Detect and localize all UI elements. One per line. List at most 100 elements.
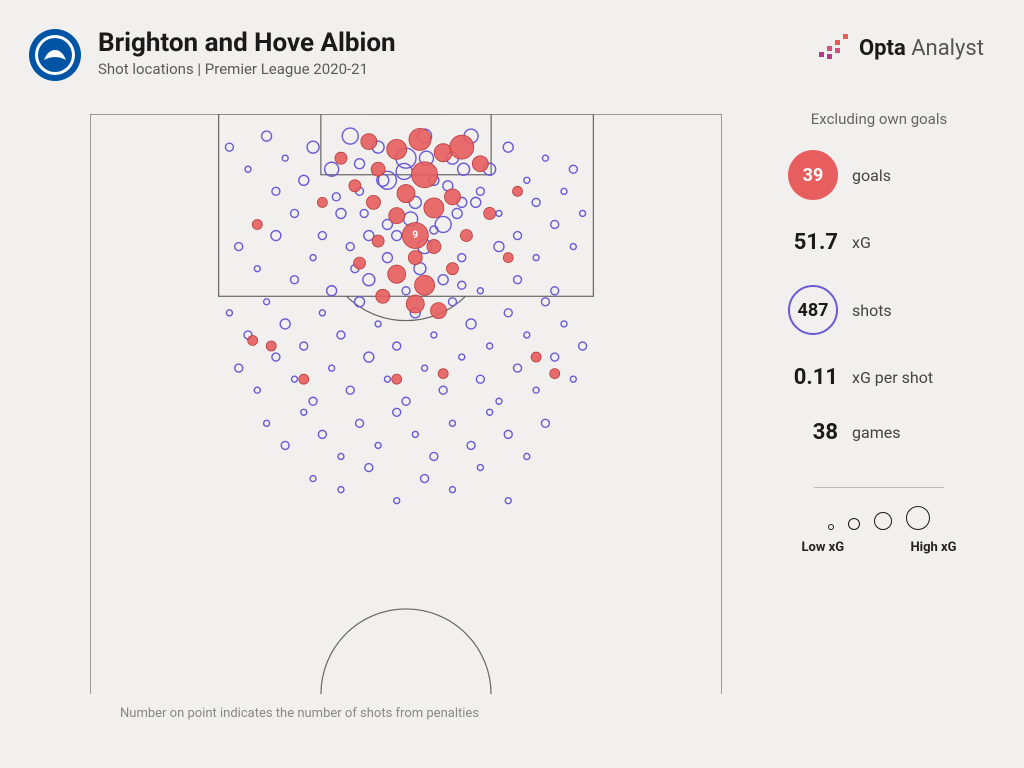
brand-text-light: Analyst [906,36,984,61]
shot-miss [580,210,586,216]
pitch-container: 9 [90,114,722,694]
xg-per-shot-value: 0.11 [774,365,838,390]
shot-miss [280,319,290,329]
shot-goal [354,257,366,269]
shot-goal [335,152,347,164]
brand-icon [817,34,851,62]
legend-ring [828,524,834,530]
shot-miss [262,131,272,141]
brand-logo: Opta Analyst [817,34,984,62]
shot-miss [327,286,337,296]
shot-miss [422,365,428,371]
chart-title: Brighton and Hove Albion [98,28,396,58]
shot-goal [460,230,472,242]
xg-legend-labels: Low xG High xG [802,540,957,555]
legend-ring [848,518,860,530]
shot-miss [494,242,504,252]
shots-value: 487 [798,300,829,321]
shot-goal [438,369,448,379]
shot-goal [472,156,488,172]
brand-text: Opta Analyst [859,36,984,61]
shot-goal [408,251,422,265]
shot-miss [496,210,502,216]
stats-header: Excluding own goals [811,110,947,128]
shot-miss [382,253,392,263]
shot-miss [459,354,465,360]
shot-miss [448,298,456,306]
shot-miss [338,453,344,459]
shot-miss [396,163,412,179]
shot-miss [363,274,375,286]
shot-miss [225,143,233,151]
shot-goal [371,162,385,176]
shot-miss [318,232,326,240]
shot-miss [524,177,530,183]
stat-xg-per-shot: 0.11 xG per shot [774,365,984,390]
shot-miss [299,175,309,185]
shot-miss [392,231,402,241]
shot-miss [514,276,522,284]
shot-miss [393,408,401,416]
shot-miss [514,364,522,372]
penalty-count-label: 9 [412,230,418,241]
shot-miss [336,208,346,218]
shot-miss [402,287,410,295]
shot-goal [366,195,380,209]
stat-shots: 487 shots [774,285,984,335]
shot-miss [393,342,401,350]
shot-miss [542,155,548,161]
shot-miss [524,453,530,459]
shot-miss [355,159,365,169]
shot-miss [504,430,512,438]
shot-goal [387,139,407,159]
xg-label: xG [852,233,871,252]
shot-miss [375,442,381,448]
stat-xg: 51.7 xG [774,230,984,255]
shot-miss [551,220,559,228]
shot-miss [570,244,576,250]
shot-miss [346,386,354,394]
legend-low: Low xG [802,540,845,555]
shot-miss [439,386,447,394]
shot-miss [533,255,539,261]
xg-per-shot-label: xG per shot [852,368,933,387]
shot-miss [449,487,455,493]
shot-miss [325,162,339,176]
goals-value: 39 [803,165,824,186]
shot-miss [438,275,448,285]
shot-goal [484,207,496,219]
shot-miss [561,321,567,327]
shot-miss [524,332,530,338]
shot-miss [310,255,316,261]
shots-label: shots [852,301,892,320]
shot-miss [355,297,365,307]
shot-miss [254,387,260,393]
club-badge-icon [28,28,82,82]
chart-footnote: Number on point indicates the number of … [120,706,479,721]
legend-divider [814,487,944,488]
goals-badge: 39 [788,150,838,200]
shot-miss [514,232,522,240]
shot-goal [252,219,262,229]
shot-miss [272,353,280,361]
shot-miss [264,420,270,426]
shot-goal [446,263,458,275]
shot-miss [477,288,483,294]
chart-header: Brighton and Hove Albion Shot locations … [28,28,396,82]
brand-text-bold: Opta [859,36,906,61]
legend-high: High xG [910,540,956,555]
stats-panel: Excluding own goals 39 goals 51.7 xG 487… [774,110,984,555]
shot-miss [364,352,374,362]
shot-goal [427,240,441,254]
shot-goal [444,189,460,205]
shot-goal [376,289,390,303]
shot-goal [389,208,405,224]
shot-miss [541,298,549,306]
shot-miss [264,299,270,305]
shot-miss [458,163,470,175]
shot-miss [452,208,462,218]
shot-miss [309,397,317,405]
shot-miss [301,409,307,415]
shot-miss [570,376,576,382]
shot-goal [388,265,406,283]
